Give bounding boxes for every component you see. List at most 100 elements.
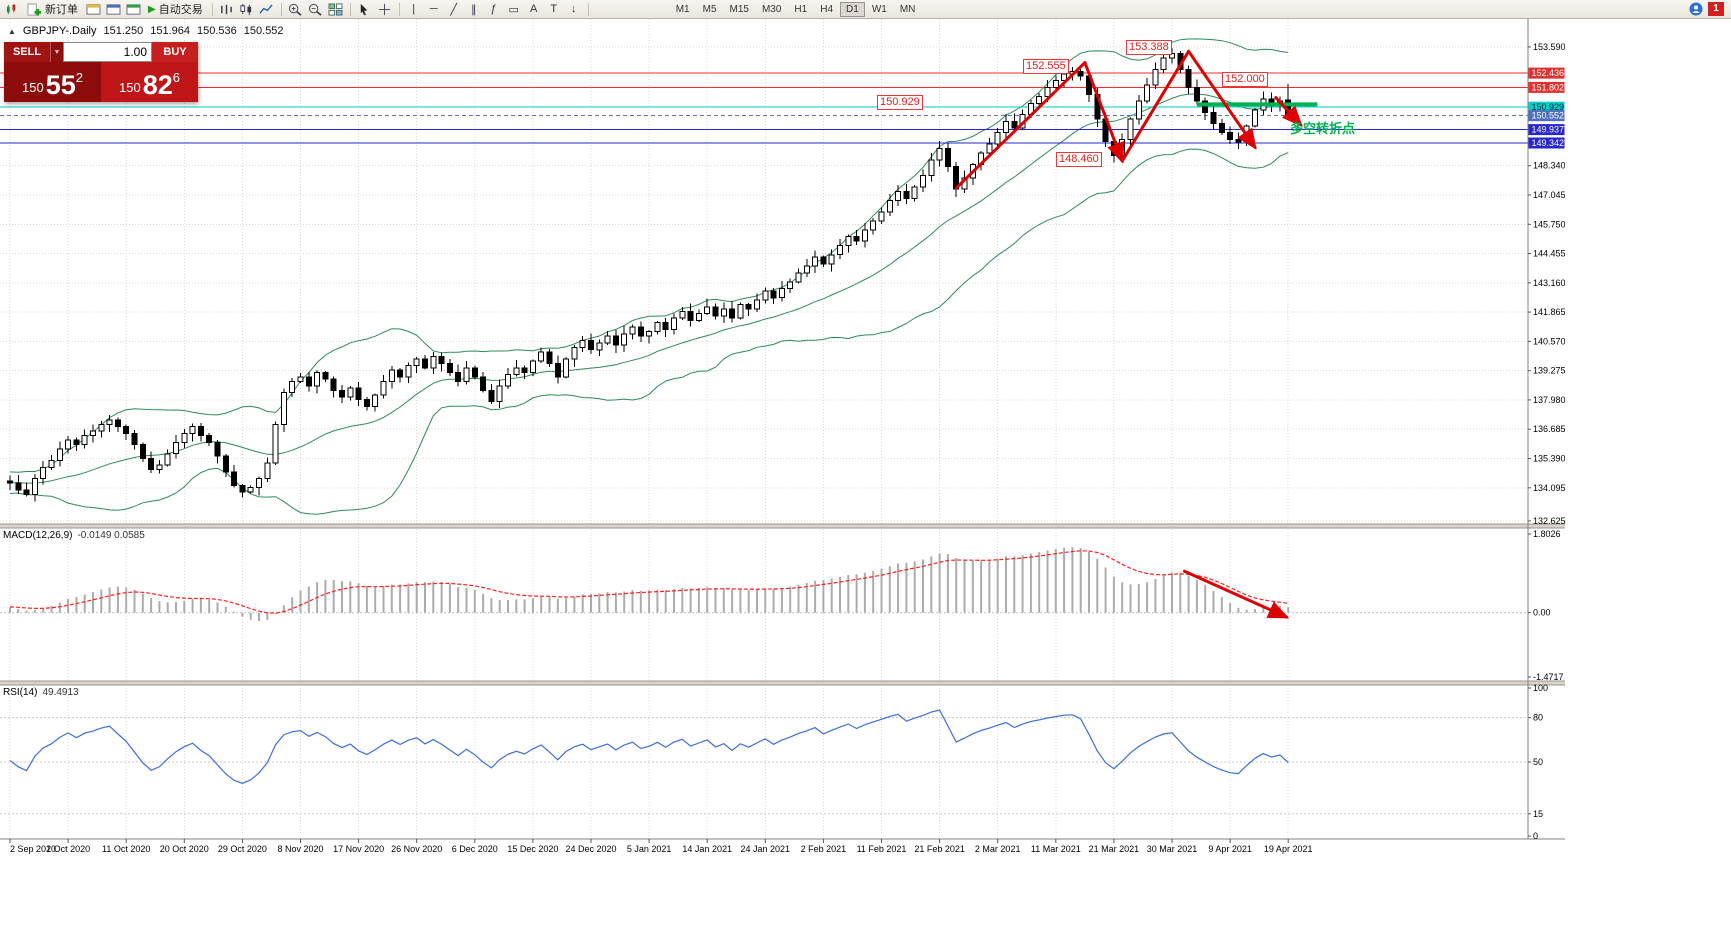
terminal-window-glyph <box>126 3 140 15</box>
svg-text:5 Jan 2021: 5 Jan 2021 <box>627 844 672 854</box>
timeframe-d1[interactable]: D1 <box>840 1 865 17</box>
svg-text:2 Sep 2020: 2 Sep 2020 <box>10 844 56 854</box>
buy-button[interactable]: BUY <box>152 42 198 62</box>
fibonacci-tool-icon[interactable]: ƒ <box>490 3 497 15</box>
chart-window: 153.590 148.340 147.045 145.750 144.455 143.1… <box>0 19 1565 857</box>
trend-arrows[interactable] <box>954 49 1303 190</box>
svg-text:1.8026: 1.8026 <box>1533 529 1561 539</box>
zoom-in-icon[interactable] <box>287 1 305 17</box>
svg-text:80: 80 <box>1533 713 1543 723</box>
rsi-name: RSI(14) <box>3 687 38 698</box>
notification-badge[interactable]: 1 <box>1708 2 1724 16</box>
svg-text:2 Feb 2021: 2 Feb 2021 <box>801 844 847 854</box>
candle-chart-type-icon[interactable] <box>238 1 256 17</box>
timeframe-w1[interactable]: W1 <box>871 3 887 15</box>
chart-canvas[interactable]: 153.590 148.340 147.045 145.750 144.455 143.1… <box>0 19 1565 857</box>
timeframe-h1[interactable]: H1 <box>794 3 808 15</box>
ohlc-high: 151.964 <box>150 25 191 37</box>
vertical-line-tool-icon[interactable]: | <box>412 3 416 15</box>
trendline-tool-icon[interactable]: ╱ <box>450 3 458 16</box>
cursor-icon[interactable] <box>356 1 374 17</box>
toolbar-right-group: 1 <box>1689 2 1728 16</box>
new-order-label: 新订单 <box>45 4 78 16</box>
svg-text:151.802: 151.802 <box>1532 82 1565 92</box>
svg-text:24 Dec 2020: 24 Dec 2020 <box>565 844 616 854</box>
rsi-panel <box>0 709 1528 815</box>
autotrading-icon: ▶ <box>148 3 156 15</box>
price-annotation[interactable]: 152.000 <box>1222 72 1268 87</box>
macd-name: MACD(12,26,9) <box>3 530 73 541</box>
sell-button[interactable]: SELL <box>4 42 50 62</box>
toolbar-separator <box>587 2 589 16</box>
sell-price[interactable]: 150 55 2 <box>4 62 101 102</box>
crosshair-icon[interactable] <box>376 1 394 17</box>
data-window-icon[interactable] <box>104 1 122 17</box>
timeframe-m5[interactable]: M5 <box>702 3 717 15</box>
panel-frame <box>0 19 1565 840</box>
bollinger-upper-band <box>9 38 1289 473</box>
macd-trend-arrow[interactable] <box>1183 569 1290 619</box>
svg-text:145.750: 145.750 <box>1533 219 1565 229</box>
svg-text:134.095: 134.095 <box>1533 483 1565 493</box>
line-chart-type-icon[interactable] <box>258 1 276 17</box>
timeframe-m1[interactable]: M1 <box>675 3 690 15</box>
candle-chart-glyph <box>240 3 252 15</box>
profiles-window-icon[interactable] <box>84 1 102 17</box>
volume-dropdown[interactable]: ▼ <box>50 42 63 62</box>
price-annotation[interactable]: 153.388 <box>1126 40 1172 55</box>
svg-text:140.570: 140.570 <box>1533 336 1565 346</box>
horizontal-line-objects[interactable] <box>0 72 1528 144</box>
new-order-icon <box>27 2 41 16</box>
zoom-out-glyph <box>309 3 322 16</box>
candlesticks <box>7 47 1292 502</box>
ohlc-open: 151.250 <box>103 25 144 37</box>
channel-tool-icon[interactable]: ∥ <box>470 3 477 16</box>
rsi-value: 49.4913 <box>42 687 79 698</box>
timeframe-m15[interactable]: M15 <box>729 3 749 15</box>
svg-text:21 Feb 2021: 21 Feb 2021 <box>914 844 965 854</box>
macd-values: -0.0149 0.0585 <box>77 530 145 541</box>
charts-icon[interactable] <box>3 1 21 17</box>
price-annotation[interactable]: 150.929 <box>877 95 923 110</box>
new-order-button[interactable]: 新订单 <box>23 1 82 17</box>
svg-text:17 Nov 2020: 17 Nov 2020 <box>333 844 384 854</box>
svg-text:1 Oct 2020: 1 Oct 2020 <box>46 844 90 854</box>
volume-input[interactable]: 1.00 <box>63 42 152 62</box>
toolbar-separator <box>349 2 351 16</box>
svg-text:14 Jan 2021: 14 Jan 2021 <box>682 844 732 854</box>
buy-price[interactable]: 150 82 6 <box>101 62 198 102</box>
label-tool-icon[interactable]: T <box>550 3 558 15</box>
zoom-in-glyph <box>289 3 302 16</box>
shapes-tool-icon[interactable]: ▭ <box>508 3 519 16</box>
turning-point-note[interactable]: 多空转折点 <box>1290 121 1356 136</box>
toolbar-separator <box>280 2 282 16</box>
arrow-tool-icon[interactable]: ↓ <box>570 3 577 15</box>
horizontal-line-tool-icon[interactable]: ─ <box>429 3 438 15</box>
svg-text:24 Jan 2021: 24 Jan 2021 <box>741 844 791 854</box>
svg-text:149.937: 149.937 <box>1532 125 1565 135</box>
bar-chart-type-icon[interactable] <box>218 1 236 17</box>
timeframe-h4[interactable]: H4 <box>820 3 834 15</box>
rsi-label: RSI(14) 49.4913 <box>3 687 79 698</box>
community-icon[interactable] <box>1689 2 1703 16</box>
main-toolbar: 新订单 ▶ 自动交易 | ─ ╱ ∥ ƒ ▭ A T ↓ <box>0 0 1731 19</box>
timeframe-mn[interactable]: MN <box>899 3 916 15</box>
price-axis[interactable]: 153.590 148.340 147.045 145.750 144.455 143.1… <box>1528 42 1565 526</box>
profiles-window-glyph <box>86 3 100 15</box>
svg-text:15: 15 <box>1533 809 1543 819</box>
line-chart-glyph <box>259 3 273 14</box>
sell-price-main: 55 <box>45 70 76 100</box>
buy-price-sup: 6 <box>172 70 180 85</box>
price-annotation[interactable]: 148.460 <box>1056 152 1102 167</box>
price-annotation[interactable]: 152.555 <box>1023 59 1069 74</box>
text-tool-icon[interactable]: A <box>530 3 538 15</box>
macd-label: MACD(12,26,9) -0.0149 0.0585 <box>3 530 145 541</box>
terminal-window-icon[interactable] <box>124 1 142 17</box>
tile-windows-icon[interactable] <box>327 1 345 17</box>
zoom-out-icon[interactable] <box>307 1 325 17</box>
autotrading-button[interactable]: ▶ 自动交易 <box>144 1 207 17</box>
timeframe-m30[interactable]: M30 <box>761 3 782 15</box>
sell-price-prefix: 150 <box>22 80 44 95</box>
